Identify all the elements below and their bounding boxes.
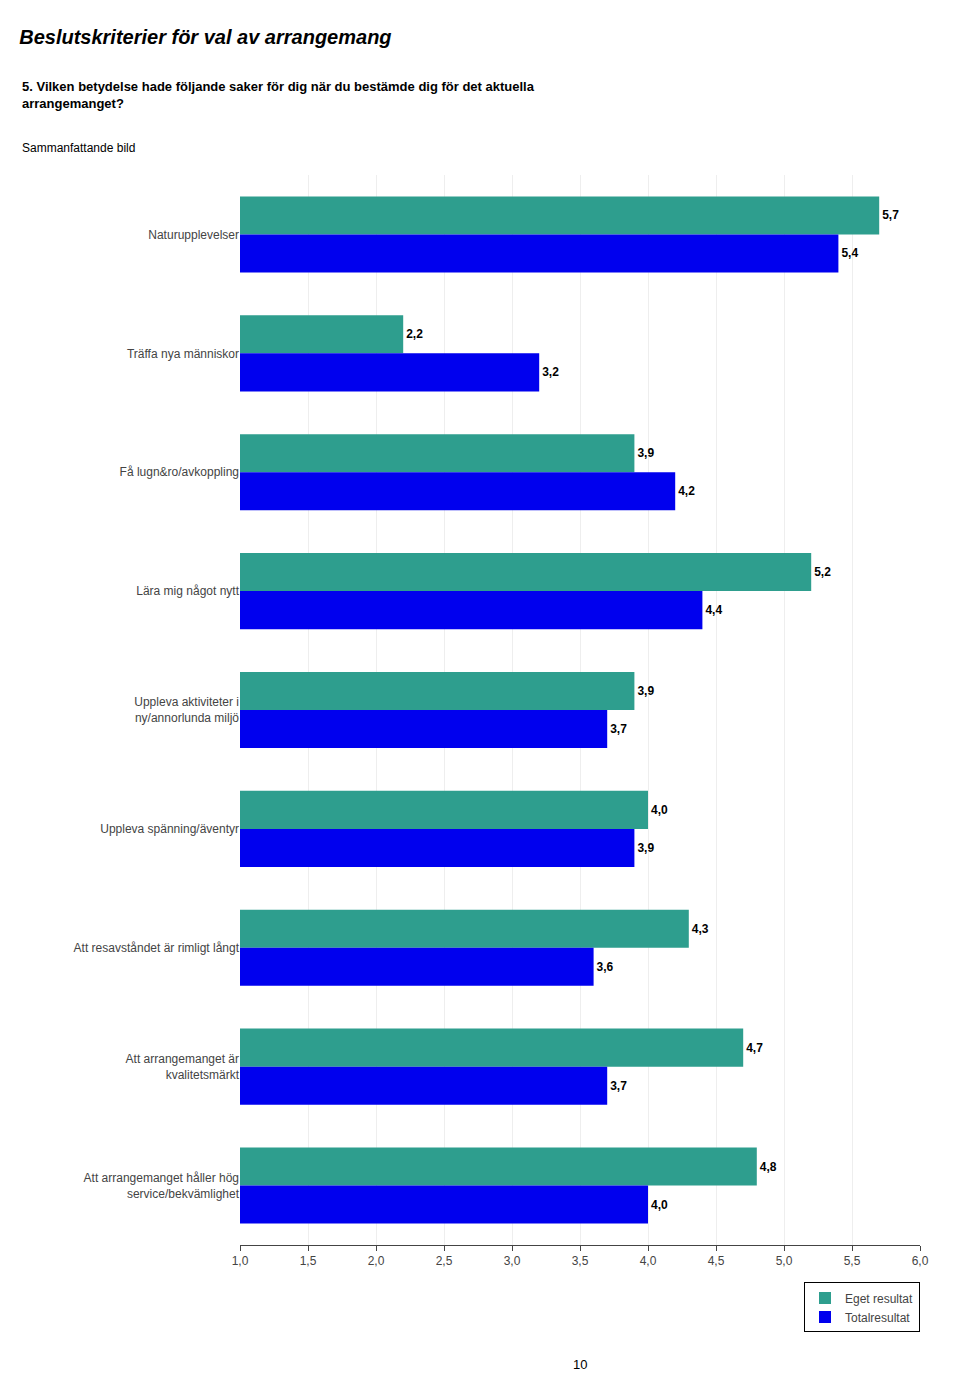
- svg-text:5,2: 5,2: [814, 565, 831, 579]
- svg-text:Att resavståndet är rimligt lå: Att resavståndet är rimligt långt: [74, 941, 240, 955]
- svg-text:4,0: 4,0: [640, 1254, 657, 1268]
- svg-text:3,6: 3,6: [597, 960, 614, 974]
- svg-text:4,0: 4,0: [651, 1198, 668, 1212]
- svg-text:3,7: 3,7: [610, 722, 627, 736]
- svg-text:Träffa nya människor: Träffa nya människor: [127, 347, 239, 361]
- svg-text:1,0: 1,0: [232, 1254, 249, 1268]
- svg-text:5,7: 5,7: [882, 208, 899, 222]
- svg-text:Att arrangemanget håller högse: Att arrangemanget håller högservice/bekv…: [84, 1171, 240, 1201]
- svg-text:2,2: 2,2: [406, 327, 423, 341]
- svg-text:4,3: 4,3: [692, 922, 709, 936]
- svg-text:1,5: 1,5: [300, 1254, 317, 1268]
- svg-text:3,9: 3,9: [637, 684, 654, 698]
- svg-text:3,7: 3,7: [610, 1079, 627, 1093]
- svg-text:Att arrangemanget ärkvalitetsm: Att arrangemanget ärkvalitetsmärkt: [126, 1052, 240, 1082]
- svg-text:4,8: 4,8: [760, 1160, 777, 1174]
- svg-text:4,2: 4,2: [678, 484, 695, 498]
- svg-text:Sammanfattande bild: Sammanfattande bild: [22, 141, 135, 155]
- svg-text:5,5: 5,5: [844, 1254, 861, 1268]
- svg-text:4,7: 4,7: [746, 1041, 763, 1055]
- svg-text:Totalresultat: Totalresultat: [845, 1311, 910, 1325]
- svg-text:2,0: 2,0: [368, 1254, 385, 1268]
- svg-text:Få lugn&ro/avkoppling: Få lugn&ro/avkoppling: [120, 465, 239, 479]
- svg-text:3,0: 3,0: [504, 1254, 521, 1268]
- svg-text:5,0: 5,0: [776, 1254, 793, 1268]
- svg-text:3,9: 3,9: [637, 841, 654, 855]
- svg-text:Eget resultat: Eget resultat: [845, 1292, 913, 1306]
- svg-text:Uppleva spänning/äventyr: Uppleva spänning/äventyr: [100, 822, 239, 836]
- svg-text:5,4: 5,4: [841, 246, 858, 260]
- svg-text:3,5: 3,5: [572, 1254, 589, 1268]
- svg-text:Naturupplevelser: Naturupplevelser: [148, 228, 239, 242]
- svg-text:6,0: 6,0: [912, 1254, 929, 1268]
- svg-text:Lära mig något nytt: Lära mig något nytt: [136, 584, 239, 598]
- svg-text:2,5: 2,5: [436, 1254, 453, 1268]
- svg-text:4,0: 4,0: [651, 803, 668, 817]
- svg-text:10: 10: [573, 1357, 587, 1372]
- svg-text:4,4: 4,4: [705, 603, 722, 617]
- svg-text:3,2: 3,2: [542, 365, 559, 379]
- svg-text:Beslutskriterier för val av ar: Beslutskriterier för val av arrangemang: [19, 26, 391, 48]
- svg-text:Uppleva aktiviteter iny/annorl: Uppleva aktiviteter iny/annorlunda miljö: [134, 695, 239, 725]
- svg-text:5. Vilken betydelse hade följa: 5. Vilken betydelse hade följande saker …: [22, 79, 535, 111]
- svg-text:3,9: 3,9: [637, 446, 654, 460]
- svg-text:4,5: 4,5: [708, 1254, 725, 1268]
